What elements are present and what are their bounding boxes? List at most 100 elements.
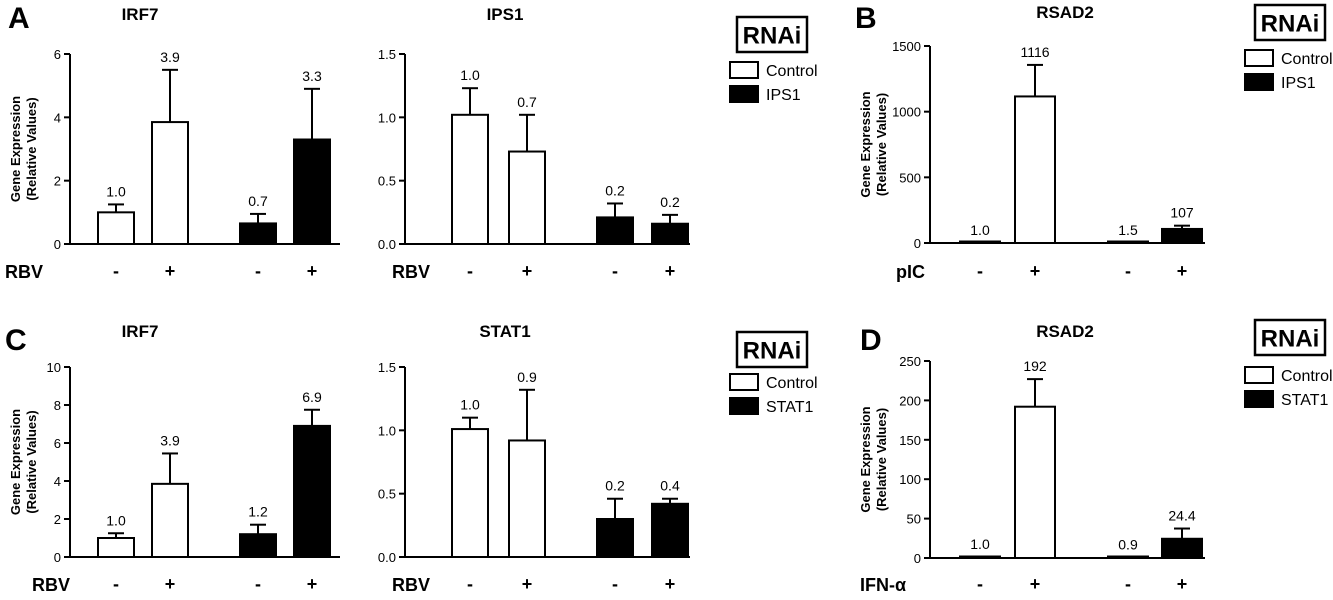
y-tick-label: 0.0 [378,550,396,565]
y-tick-label: 150 [899,433,921,448]
bar [651,502,689,558]
y-tick-label: 1.5 [378,47,396,62]
y-tick-label: 0.5 [378,174,396,189]
data-label: 6.9 [302,389,322,405]
legend-title-box [735,330,809,369]
bar [239,222,277,246]
legend-swatch [729,373,759,391]
legend-label: Control [1281,368,1333,385]
bar [97,537,135,558]
data-label: 1.0 [460,67,480,83]
data-label: 3.9 [160,432,180,448]
bar [151,482,189,559]
x-tick-label: - [113,574,119,594]
legend-label: STAT1 [766,399,814,416]
bar [651,222,689,246]
y-axis-label: Gene Expression [8,409,23,515]
y-tick-label: 0 [914,551,921,566]
bar [1161,537,1203,560]
bar [97,211,135,245]
y-tick-label: 100 [899,472,921,487]
x-tick-label: + [165,261,176,281]
y-tick-label: 4 [54,110,61,125]
legend-label: STAT1 [1281,392,1329,409]
y-tick-label: 0.0 [378,237,396,252]
treatment-label: IFN-α [860,575,906,595]
x-tick-label: + [1030,574,1041,594]
x-tick-label: - [255,574,261,594]
bar [451,113,489,245]
y-axis-label: (Relative Values) [874,408,889,511]
x-tick-label: + [307,574,318,594]
data-label: 0.2 [605,182,625,198]
legend-swatch [1244,73,1274,91]
data-label: 1.5 [1118,222,1138,238]
x-tick-label: - [113,261,119,281]
legend-swatch [1244,49,1274,67]
x-tick-label: - [977,261,983,281]
y-axis-label: Gene Expression [858,91,873,197]
x-tick-label: + [1177,261,1188,281]
bar [293,424,331,558]
data-label: 1.0 [970,536,990,552]
panel-letter: A [8,2,30,35]
bar [1014,95,1056,244]
chart-title: IRF7 [122,5,159,24]
x-tick-label: + [1177,574,1188,594]
y-tick-label: 6 [54,436,61,451]
bar [1107,555,1149,559]
legend-swatch [1244,366,1274,384]
data-label: 1116 [1020,44,1049,60]
y-tick-label: 1.0 [378,110,396,125]
x-tick-label: + [665,261,676,281]
data-label: 1.0 [970,222,990,238]
data-label: 1.0 [460,397,480,413]
panel-letter: B [855,2,877,35]
x-tick-label: + [522,261,533,281]
data-label: 0.2 [605,478,625,494]
legend-title: RNAi [1261,11,1320,38]
data-label: 0.2 [660,194,680,210]
y-tick-label: 1.0 [378,423,396,438]
data-label: 0.9 [517,369,537,385]
panel-letter: C [5,324,27,357]
data-label: 0.7 [248,193,268,209]
x-tick-label: - [977,574,983,594]
legend-swatch [1244,390,1274,408]
x-tick-label: + [307,261,318,281]
bar [293,138,331,245]
bar [508,439,546,559]
y-tick-label: 50 [907,512,921,527]
data-label: 3.9 [160,49,180,65]
bar [959,555,1001,559]
bar [1014,405,1056,560]
treatment-label: RBV [5,262,43,282]
treatment-label: RBV [392,262,430,282]
data-label: 107 [1170,205,1194,221]
y-tick-label: 8 [54,398,61,413]
legend-title-box [1253,3,1327,42]
bar [451,428,489,559]
data-label: 24.4 [1168,508,1195,524]
data-label: 1.0 [106,512,126,528]
chart-title: STAT1 [479,322,530,341]
bar [959,240,1001,244]
x-tick-label: - [612,574,618,594]
data-label: 0.4 [660,478,680,494]
legend-title-box [1253,318,1327,357]
x-tick-label: - [1125,574,1131,594]
y-tick-label: 2 [54,174,61,189]
y-tick-label: 250 [899,354,921,369]
x-tick-label: - [612,261,618,281]
y-axis-label: (Relative Values) [24,97,39,200]
legend-label: Control [766,375,818,392]
legend-title: RNAi [743,23,802,50]
y-tick-label: 0 [54,550,61,565]
legend-title: RNAi [1261,326,1320,353]
data-label: 3.3 [302,68,322,84]
x-tick-label: + [522,574,533,594]
treatment-label: pIC [896,262,925,282]
y-axis-label: (Relative Values) [24,410,39,513]
y-tick-label: 0.5 [378,487,396,502]
y-axis-label: Gene Expression [858,406,873,512]
